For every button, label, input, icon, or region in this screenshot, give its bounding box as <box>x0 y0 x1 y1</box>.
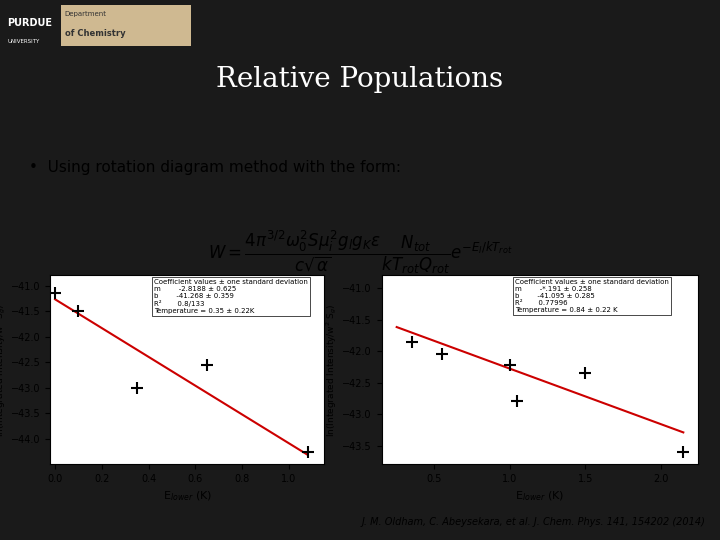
Text: •  Using rotation diagram method with the form:: • Using rotation diagram method with the… <box>29 160 401 175</box>
Text: Coefficient values ± one standard deviation
m        -2.8188 ± 0.625
b        -4: Coefficient values ± one standard deviat… <box>154 279 308 314</box>
FancyBboxPatch shape <box>61 5 191 46</box>
Text: J. M. Oldham, C. Abeysekara, et al. J. Chem. Phys. 141, 154202 (2014): J. M. Oldham, C. Abeysekara, et al. J. C… <box>361 517 706 527</box>
Text: UNIVERSITY: UNIVERSITY <box>7 38 40 44</box>
X-axis label: E$_{lower}$ (K): E$_{lower}$ (K) <box>163 490 212 503</box>
Text: PURDUE: PURDUE <box>7 18 53 28</box>
Y-axis label: ln(Integrated Intensity/w$^2$ S$_g$): ln(Integrated Intensity/w$^2$ S$_g$) <box>325 303 339 436</box>
X-axis label: E$_{lower}$ (K): E$_{lower}$ (K) <box>516 490 564 503</box>
Text: Department: Department <box>65 11 107 17</box>
Y-axis label: ln(Integrated Intensity/w$^2$ S$_g$): ln(Integrated Intensity/w$^2$ S$_g$) <box>0 303 8 436</box>
Text: Relative Populations: Relative Populations <box>217 66 503 93</box>
Text: of Chemistry: of Chemistry <box>65 29 125 38</box>
Text: $W = \dfrac{4\pi^{3/2}\omega_0^2 S\mu_i^2 g_l g_K \varepsilon}{c\sqrt{\alpha}} \: $W = \dfrac{4\pi^{3/2}\omega_0^2 S\mu_i^… <box>207 229 513 276</box>
Text: Coefficient values ± one standard deviation
m        -*.191 ± 0.258
b        -41: Coefficient values ± one standard deviat… <box>515 279 669 313</box>
